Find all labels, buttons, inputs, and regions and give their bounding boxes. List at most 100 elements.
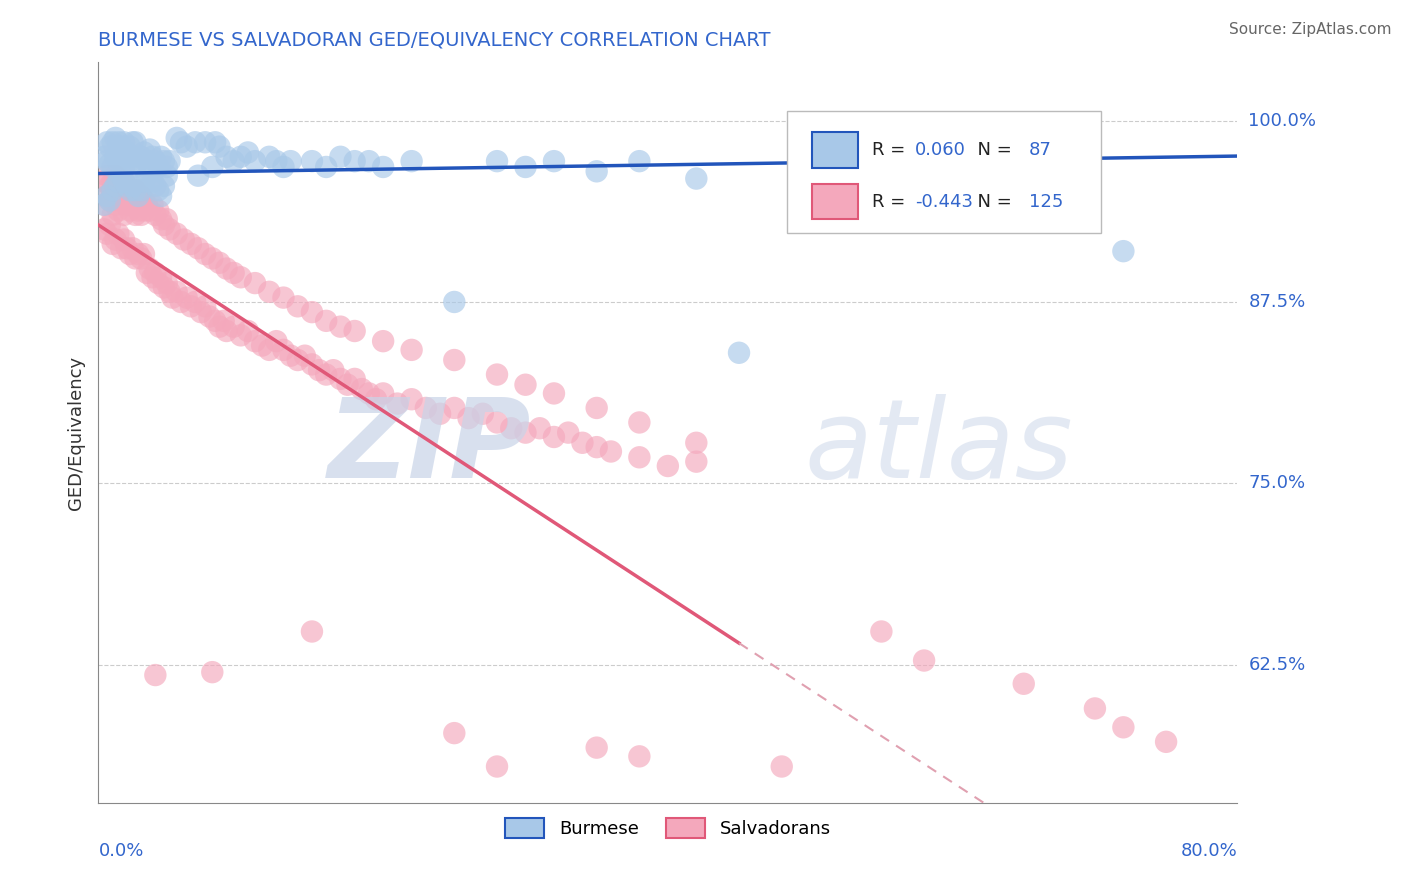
Point [243,276,266,290]
Point [112,136,135,150]
Point [156,169,179,183]
Point [98,139,121,153]
Point [129,183,152,197]
Text: 100.0%: 100.0% [1249,112,1316,129]
Point [98,178,121,193]
Point [204,314,226,328]
Point [350,382,373,396]
Point [215,150,238,164]
Point [336,377,359,392]
Point [153,154,176,169]
Legend: Burmese, Salvadorans: Burmese, Salvadorans [498,810,838,846]
Bar [813,132,858,168]
Point [1112,244,1135,259]
Point [600,444,623,458]
Point [96,227,118,241]
Point [135,197,157,211]
Point [280,349,302,363]
Point [770,759,793,773]
Point [229,150,252,164]
Point [287,299,309,313]
Point [148,160,170,174]
Point [301,154,323,169]
Point [236,324,259,338]
Point [628,749,651,764]
Point [98,157,121,171]
Point [124,183,146,197]
Point [107,154,129,169]
Point [229,270,252,285]
Point [628,450,651,465]
Point [343,324,366,338]
Point [150,270,173,285]
Point [236,145,259,160]
Point [557,425,579,440]
Point [93,197,115,211]
Point [110,194,132,208]
Point [118,183,141,197]
Point [685,435,707,450]
Point [373,334,395,348]
Point [96,154,118,169]
Point [148,276,170,290]
FancyBboxPatch shape [787,111,1101,233]
Point [107,174,129,188]
Point [571,435,593,450]
Point [457,411,479,425]
Point [415,401,437,415]
Point [184,295,207,310]
Point [162,291,184,305]
Point [110,139,132,153]
Point [93,197,115,211]
Text: N =: N = [966,141,1018,159]
Point [148,203,170,218]
Point [98,218,121,232]
Point [121,150,143,164]
Point [176,291,198,305]
Point [141,270,163,285]
Point [145,154,167,169]
Point [543,154,565,169]
Point [585,164,607,178]
Text: 87: 87 [1029,141,1052,159]
Point [112,174,135,188]
Point [150,189,173,203]
Point [585,440,607,454]
Point [501,421,523,435]
Point [141,197,163,211]
Point [799,157,821,171]
Text: 87.5%: 87.5% [1249,293,1306,311]
Point [343,154,366,169]
Point [129,189,152,203]
Point [138,261,160,276]
Point [373,160,395,174]
Point [273,160,295,174]
Point [685,171,707,186]
Point [208,256,231,270]
Point [315,314,337,328]
Point [159,222,181,236]
Point [373,386,395,401]
Point [301,624,323,639]
Point [145,668,167,682]
Point [259,343,281,357]
Point [870,624,893,639]
Point [115,178,138,193]
Point [135,154,157,169]
Point [170,295,193,310]
Point [121,136,143,150]
Point [543,430,565,444]
Point [728,345,751,359]
Point [315,160,337,174]
Point [208,139,231,153]
Point [153,280,176,294]
Point [180,299,202,313]
Point [148,183,170,197]
Point [486,759,509,773]
Point [486,368,509,382]
Point [129,208,152,222]
Text: 75.0%: 75.0% [1249,475,1306,492]
Point [118,183,141,197]
Point [121,241,143,255]
Text: BURMESE VS SALVADORAN GED/EQUIVALENCY CORRELATION CHART: BURMESE VS SALVADORAN GED/EQUIVALENCY CO… [98,30,770,50]
